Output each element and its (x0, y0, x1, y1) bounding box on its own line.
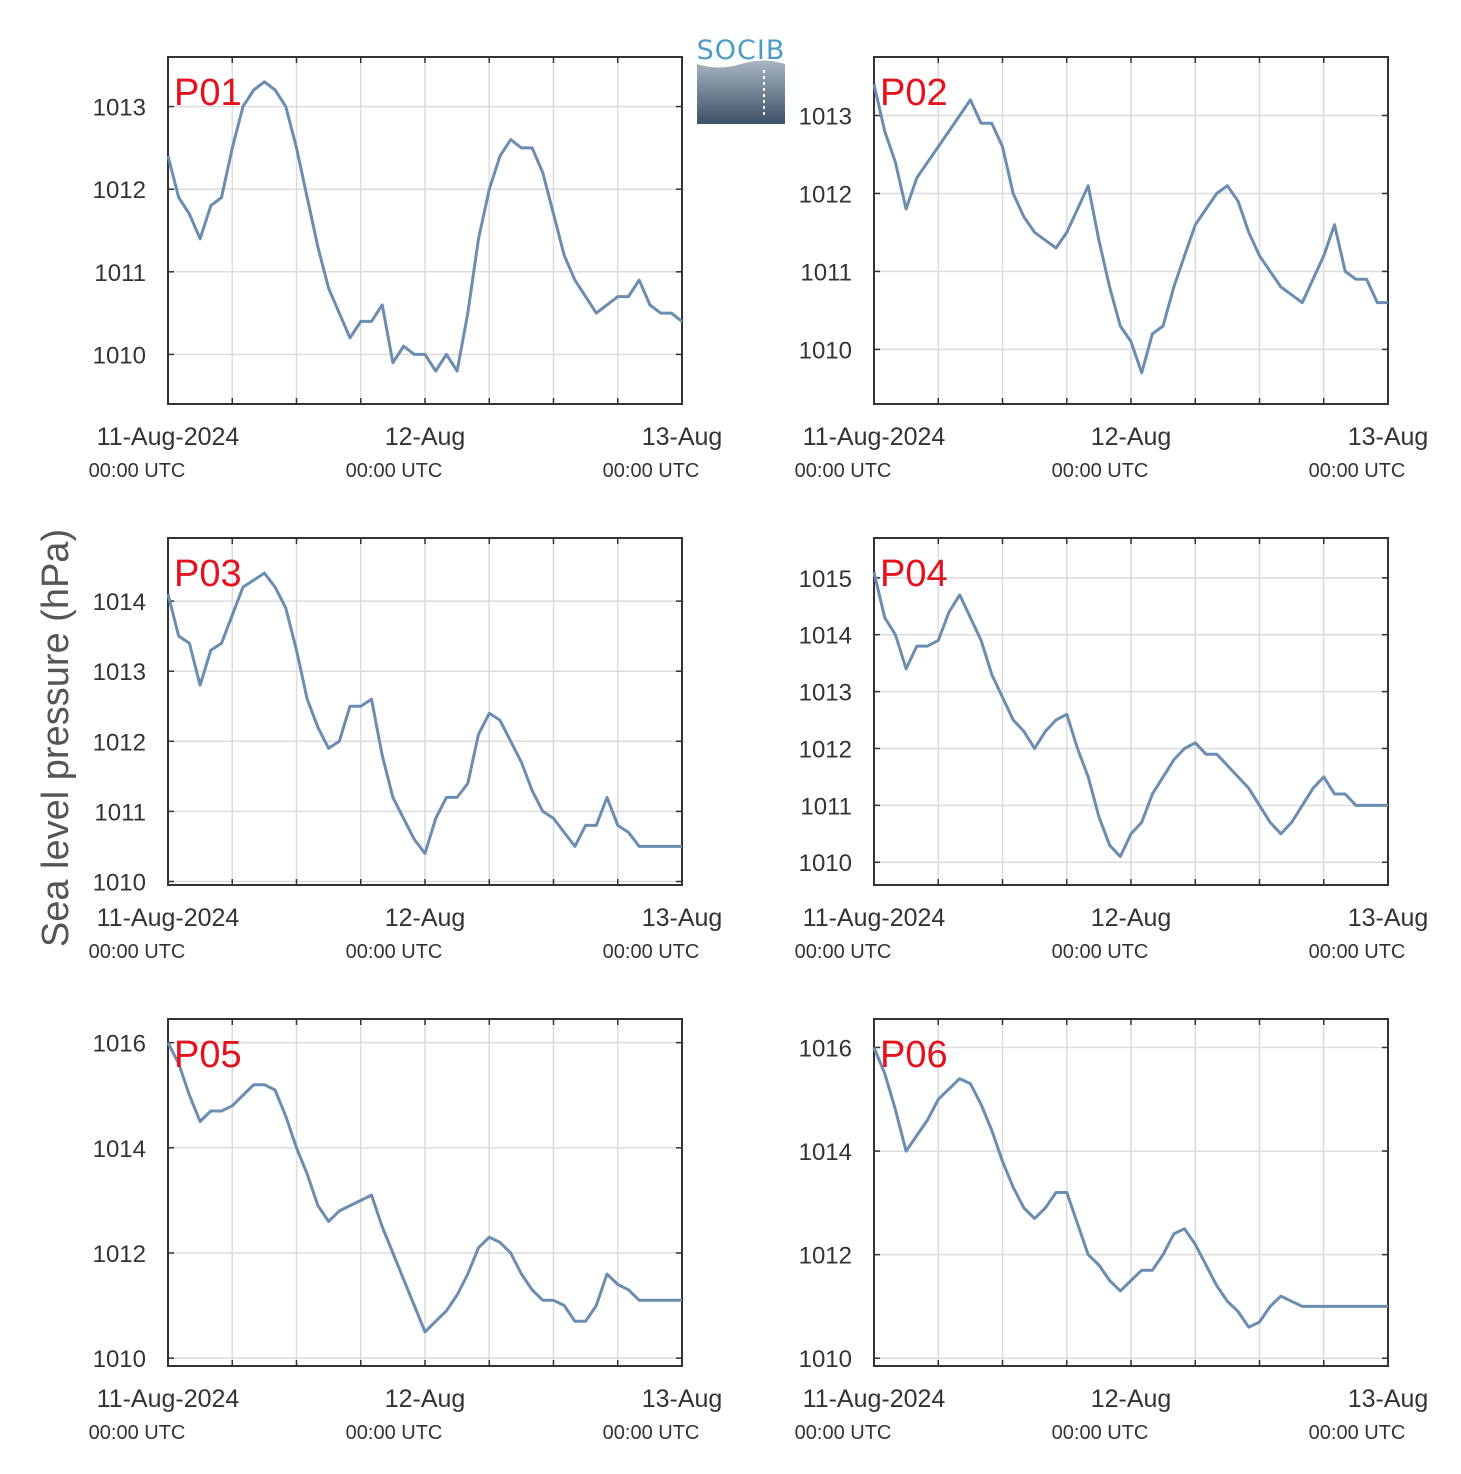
x-tick-label-date: 13-Aug (642, 1385, 723, 1413)
x-tick-label-time: 00:00 UTC (795, 1422, 892, 1444)
x-tick-label-time: 00:00 UTC (1052, 941, 1149, 963)
y-tick-label: 1010 (799, 337, 852, 364)
x-tick-label-time: 00:00 UTC (89, 460, 186, 482)
x-tick-label-time: 00:00 UTC (1309, 941, 1406, 963)
x-tick-label-time: 00:00 UTC (795, 460, 892, 482)
x-tick-label-time: 00:00 UTC (1309, 1422, 1406, 1444)
panel-p03: 1010 1011 1012 1013 1014 11-Aug-2024 00:00 UTC… (89, 537, 723, 963)
x-tick-label-time: 00:00 UTC (1309, 460, 1406, 482)
y-tick-label: 1010 (93, 869, 146, 896)
y-tick-label: 1010 (799, 1346, 852, 1373)
socib-logo-wave-icon (697, 60, 785, 124)
y-tick-label: 1012 (93, 1241, 146, 1268)
y-tick-label: 1014 (799, 1139, 852, 1166)
x-tick-label-time: 00:00 UTC (1052, 1422, 1149, 1444)
x-tick-label-date: 12-Aug (1091, 423, 1172, 451)
x-tick-label-date: 12-Aug (1091, 904, 1172, 932)
y-tick-label: 1012 (799, 736, 852, 763)
y-tick-label: 1011 (800, 793, 852, 820)
y-tick-label: 1012 (93, 177, 146, 204)
x-tick-label-time: 00:00 UTC (346, 460, 443, 482)
panel-p01: 1010 1011 1012 1013 11-Aug-2024 00:00 UTC 12-A… (89, 56, 723, 482)
y-tick-label: 1011 (800, 259, 852, 286)
y-tick-label: 1010 (93, 342, 146, 369)
panel-p02: 1010 1011 1012 1013 11-Aug-2024 00:00 UTC 12-A… (795, 56, 1429, 482)
x-tick-label-date: 12-Aug (385, 904, 466, 932)
x-tick-label-time: 00:00 UTC (603, 1422, 700, 1444)
x-tick-label-date: 13-Aug (1348, 423, 1429, 451)
station-label: P05 (174, 1034, 242, 1076)
x-tick-label-date: 11-Aug-2024 (803, 1385, 946, 1413)
y-tick-label: 1015 (799, 566, 852, 593)
y-tick-label: 1013 (799, 103, 852, 130)
x-tick-label-time: 00:00 UTC (603, 941, 700, 963)
y-axis-label: Sea level pressure (hPa) (35, 529, 77, 947)
y-tick-label: 1011 (94, 799, 146, 826)
y-tick-label: 1016 (93, 1031, 146, 1058)
x-tick-label-date: 11-Aug-2024 (97, 1385, 240, 1413)
pressure-series-line (872, 1046, 1388, 1329)
x-tick-label-date: 11-Aug-2024 (97, 423, 240, 451)
x-tick-label-date: 11-Aug-2024 (803, 423, 946, 451)
x-tick-label-time: 00:00 UTC (1052, 460, 1149, 482)
y-tick-label: 1014 (799, 623, 852, 650)
y-tick-label: 1012 (799, 1243, 852, 1270)
x-tick-label-date: 11-Aug-2024 (803, 904, 946, 932)
y-tick-label: 1013 (799, 680, 852, 707)
y-tick-label: 1012 (93, 729, 146, 756)
panel-p06: 1010 1012 1014 1016 11-Aug-2024 00:00 UTC 12-A… (795, 1018, 1429, 1444)
pressure-series-line (872, 571, 1388, 859)
station-label: P04 (880, 553, 948, 595)
station-label: P06 (880, 1034, 948, 1076)
station-label: P02 (880, 72, 948, 114)
x-tick-label-time: 00:00 UTC (89, 1422, 186, 1444)
y-tick-label: 1014 (93, 1136, 146, 1163)
pressure-series-line (166, 1042, 682, 1334)
x-tick-label-time: 00:00 UTC (89, 941, 186, 963)
station-label: P03 (174, 553, 242, 595)
y-tick-label: 1010 (799, 850, 852, 877)
x-tick-label-date: 13-Aug (642, 423, 723, 451)
y-tick-label: 1012 (799, 181, 852, 208)
x-tick-label-date: 12-Aug (385, 423, 466, 451)
pressure-series-line (872, 83, 1388, 375)
x-tick-label-time: 00:00 UTC (346, 941, 443, 963)
station-label: P01 (174, 72, 242, 114)
x-tick-label-time: 00:00 UTC (795, 941, 892, 963)
x-tick-label-date: 13-Aug (1348, 1385, 1429, 1413)
x-tick-label-date: 13-Aug (642, 904, 723, 932)
x-tick-label-date: 12-Aug (385, 1385, 466, 1413)
socib-logo: SOCIB (697, 35, 785, 124)
y-tick-label: 1016 (799, 1035, 852, 1062)
y-tick-label: 1014 (93, 589, 146, 616)
pressure-series-line (166, 80, 683, 373)
x-tick-label-time: 00:00 UTC (603, 460, 700, 482)
x-tick-label-date: 13-Aug (1348, 904, 1429, 932)
y-tick-label: 1011 (94, 260, 146, 287)
y-tick-label: 1010 (93, 1346, 146, 1373)
y-tick-label: 1013 (93, 659, 146, 686)
x-tick-label-time: 00:00 UTC (346, 1422, 443, 1444)
pressure-series-line (166, 571, 682, 855)
y-tick-label: 1013 (93, 95, 146, 122)
x-tick-label-date: 12-Aug (1091, 1385, 1172, 1413)
panel-p04: 1010 1011 1012 1013 1014 1015 11-Aug-2024 00:00… (795, 537, 1429, 963)
x-tick-label-date: 11-Aug-2024 (97, 904, 240, 932)
panel-p05: 1010 1012 1014 1016 11-Aug-2024 00:00 UTC 12-A… (89, 1018, 723, 1444)
